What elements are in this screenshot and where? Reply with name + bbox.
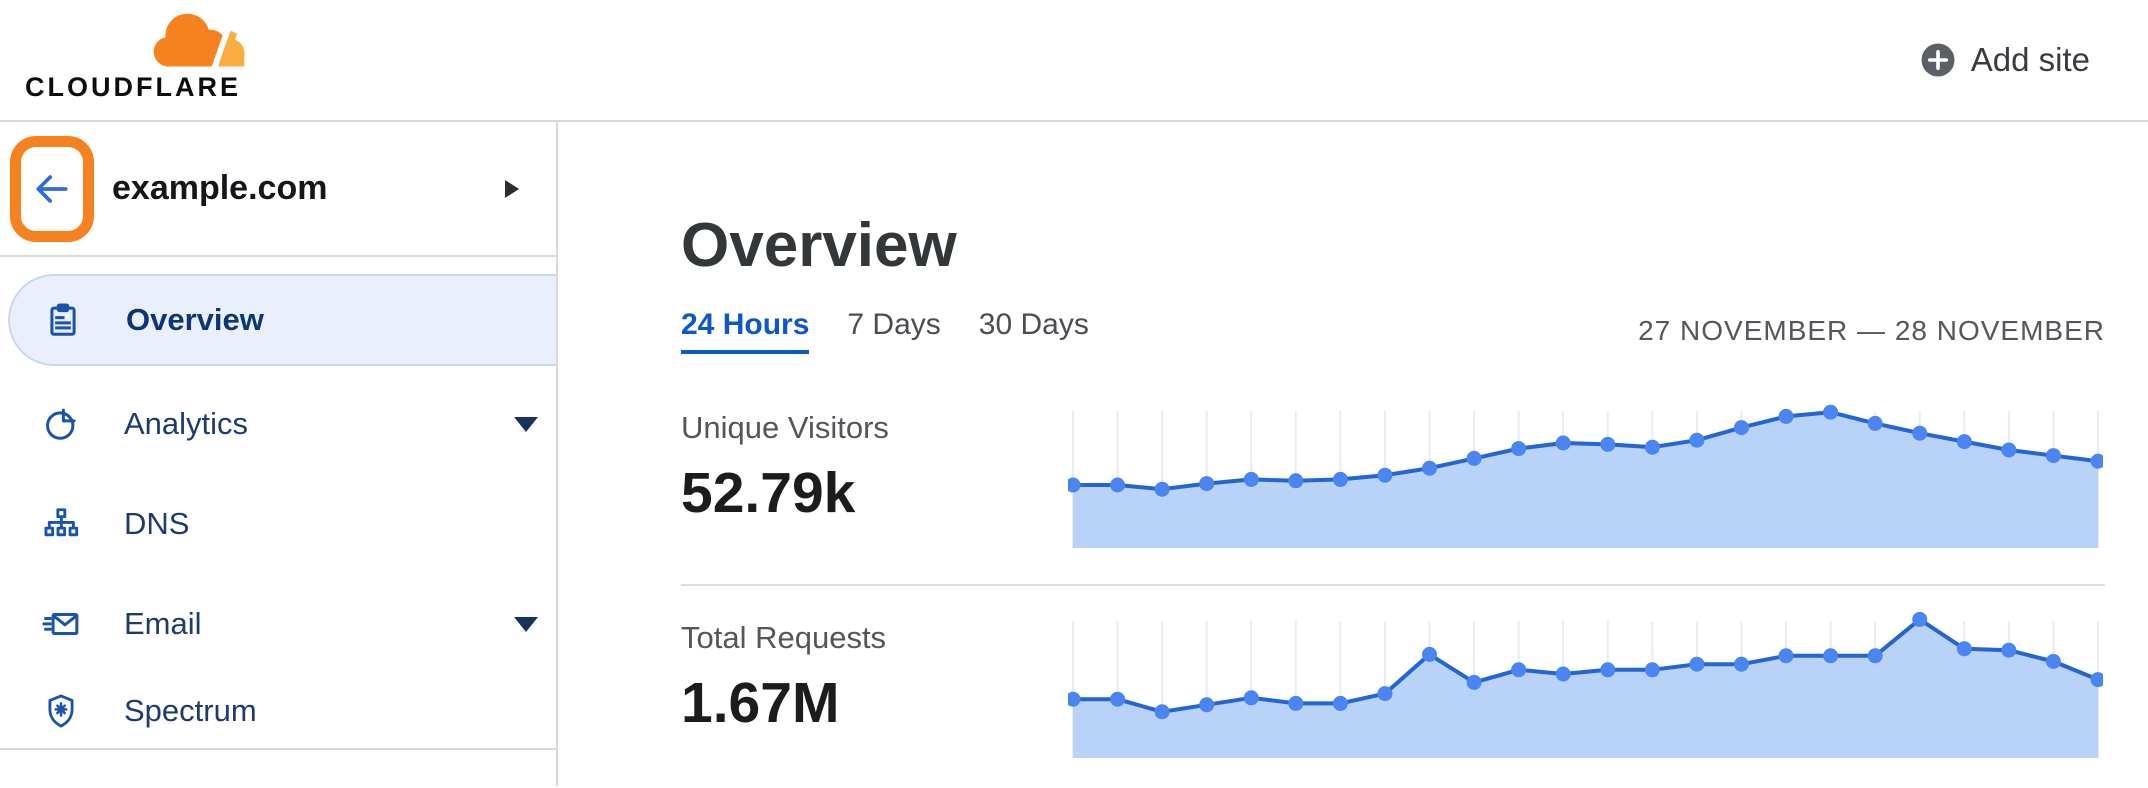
site-selector-row[interactable]: example.com bbox=[0, 122, 556, 257]
tab-30-days[interactable]: 30 Days bbox=[978, 308, 1089, 341]
sidebar-nav: Overview Analytics bbox=[0, 257, 556, 748]
total-requests-chart bbox=[1068, 611, 2103, 758]
unique-visitors-section: Unique Visitors 52.79k bbox=[681, 398, 2105, 548]
chevron-down-icon bbox=[514, 617, 538, 632]
plus-circle-icon bbox=[1921, 43, 1955, 77]
metric-value: 52.79k bbox=[681, 461, 856, 525]
sidebar-item-label: Spectrum bbox=[124, 693, 257, 728]
time-range-controls: 24 Hours 7 Days 30 Days 27 NOVEMBER — 28… bbox=[681, 308, 2105, 354]
metric-label: Total Requests bbox=[681, 620, 887, 655]
add-site-label: Add site bbox=[1970, 41, 2090, 78]
sidebar-item-label: Overview bbox=[126, 302, 264, 337]
back-button-highlight bbox=[10, 136, 94, 242]
network-tree-icon bbox=[44, 508, 79, 537]
sidebar-item-label: Analytics bbox=[124, 406, 249, 441]
email-icon bbox=[42, 612, 79, 636]
site-name: example.com bbox=[112, 169, 328, 207]
sidebar: example.com Overview bbox=[0, 122, 558, 786]
cloudflare-logo[interactable]: CLOUDFLARE bbox=[22, 0, 267, 120]
chevron-down-icon bbox=[514, 417, 538, 432]
sidebar-group-divider bbox=[0, 748, 556, 750]
app-header: CLOUDFLARE Add site bbox=[0, 0, 2148, 122]
time-range-tabs: 24 Hours 7 Days 30 Days bbox=[681, 308, 1089, 354]
sidebar-item-analytics[interactable]: Analytics bbox=[0, 374, 556, 474]
tab-7-days[interactable]: 7 Days bbox=[847, 308, 941, 341]
page-title: Overview bbox=[681, 211, 957, 280]
main-content: Overview 24 Hours 7 Days 30 Days 27 NOVE… bbox=[558, 122, 2148, 786]
sidebar-item-dns[interactable]: DNS bbox=[0, 474, 556, 574]
sidebar-item-label: DNS bbox=[124, 506, 190, 541]
back-arrow-icon bbox=[36, 175, 68, 203]
total-requests-section: Total Requests 1.67M bbox=[681, 608, 2105, 758]
metric-label: Unique Visitors bbox=[681, 410, 889, 445]
back-button[interactable] bbox=[30, 167, 74, 211]
cloudflare-wordmark: CLOUDFLARE bbox=[25, 72, 241, 102]
sidebar-item-email[interactable]: Email bbox=[0, 574, 556, 674]
shield-icon bbox=[48, 694, 74, 728]
unique-visitors-chart bbox=[1068, 404, 2103, 548]
site-expand-chevron-icon[interactable] bbox=[505, 180, 519, 198]
clipboard-icon bbox=[50, 303, 76, 336]
add-site-button[interactable]: Add site bbox=[1920, 0, 2090, 120]
tab-24-hours[interactable]: 24 Hours bbox=[681, 308, 810, 354]
sidebar-item-spectrum[interactable]: Spectrum bbox=[0, 674, 556, 748]
cloudflare-cloud-icon bbox=[140, 13, 256, 70]
sidebar-item-label: Email bbox=[124, 606, 202, 641]
metric-value: 1.67M bbox=[681, 671, 840, 735]
section-divider bbox=[681, 584, 2105, 586]
pie-chart-icon bbox=[46, 408, 76, 440]
sidebar-item-overview[interactable]: Overview bbox=[8, 274, 556, 366]
date-range-label: 27 NOVEMBER — 28 NOVEMBER bbox=[1638, 315, 2105, 346]
